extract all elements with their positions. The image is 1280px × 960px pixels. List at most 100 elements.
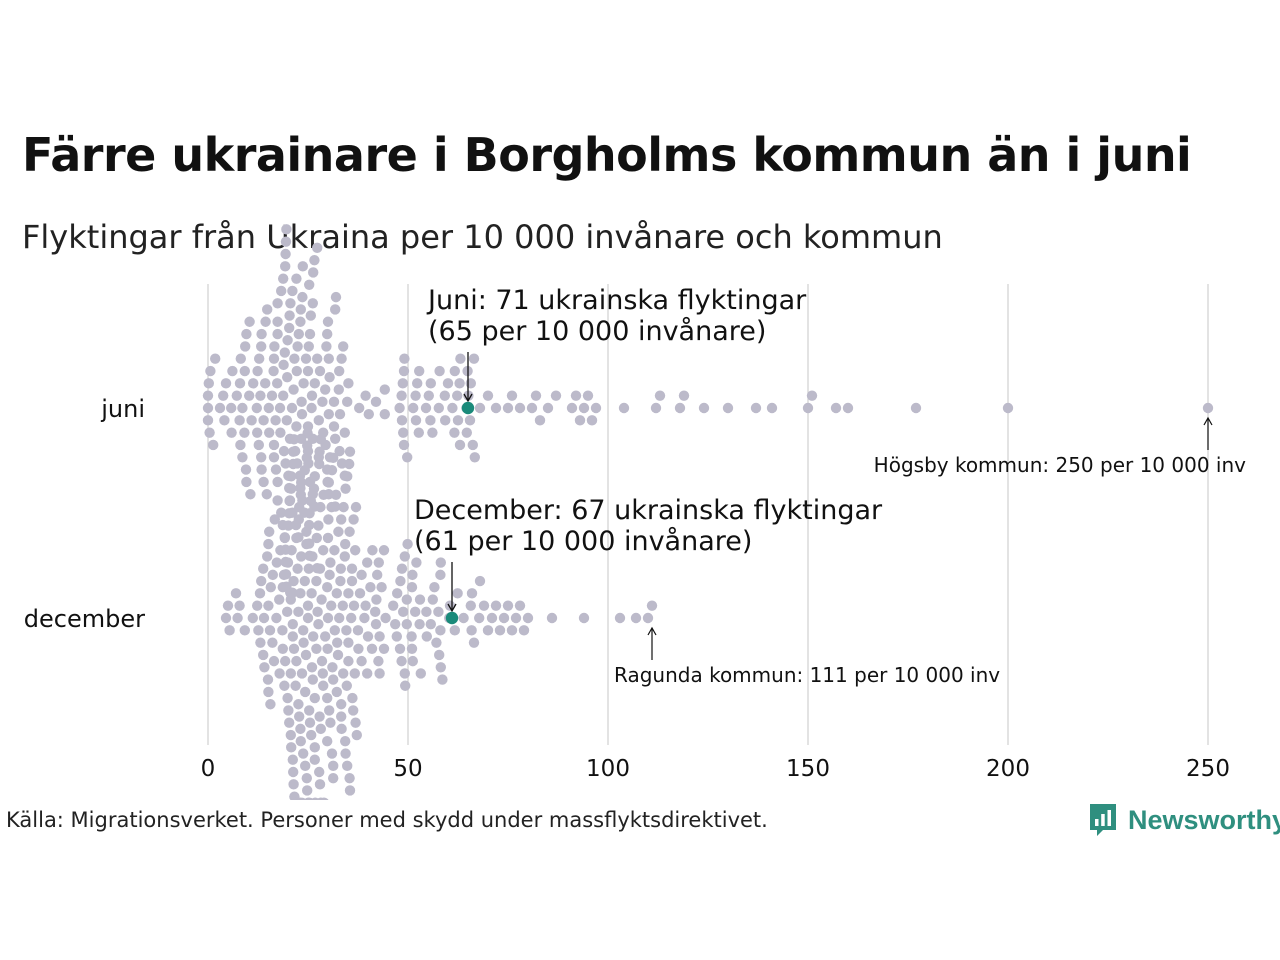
- data-point: [614, 612, 626, 624]
- data-point: [374, 631, 385, 642]
- data-point: [227, 365, 238, 377]
- data-point: [642, 612, 654, 624]
- data-point: [465, 378, 476, 389]
- data-point: [468, 637, 480, 648]
- data-point: [295, 588, 306, 599]
- data-point: [309, 254, 320, 266]
- data-point: [248, 378, 259, 389]
- data-point: [304, 705, 315, 716]
- data-point: [458, 612, 469, 624]
- data-point: [302, 600, 314, 611]
- data-point: [398, 427, 409, 438]
- data-point: [285, 668, 296, 679]
- data-point: [514, 600, 526, 611]
- data-point: [302, 440, 313, 451]
- data-point: [434, 649, 445, 661]
- data-point: [325, 717, 336, 728]
- data-point: [328, 772, 339, 784]
- data-point: [297, 261, 308, 272]
- data-point: [208, 439, 219, 451]
- data-point: [239, 427, 250, 438]
- data-point: [331, 588, 342, 599]
- data-point: [296, 668, 308, 679]
- data-point: [311, 643, 322, 654]
- data-point: [340, 748, 351, 759]
- beeswarm-chart: 0 50 100 150 200 250 juni Juni: 71 ukrainska fl…: [24, 224, 1246, 800]
- data-point: [318, 545, 329, 556]
- data-point: [303, 341, 314, 352]
- data-point: [370, 396, 382, 408]
- data-point: [449, 625, 460, 636]
- data-point: [272, 378, 283, 389]
- data-point: [534, 415, 546, 426]
- data-point: [353, 643, 364, 654]
- data-point: [296, 408, 308, 420]
- data-point: [350, 501, 362, 513]
- data-point: [226, 427, 237, 438]
- data-point: [269, 341, 280, 352]
- data-point: [343, 637, 354, 648]
- data-point: [486, 612, 498, 624]
- data-point: [298, 748, 309, 759]
- data-point: [343, 378, 354, 389]
- data-point: [490, 600, 502, 611]
- data-point: [344, 446, 356, 457]
- data-point: [254, 353, 265, 364]
- data-point: [578, 612, 590, 624]
- data-point: [309, 754, 320, 765]
- data-point: [281, 415, 292, 426]
- data-point: [421, 606, 432, 618]
- data-point: [427, 594, 438, 605]
- data-point: [425, 618, 436, 630]
- data-point: [722, 402, 734, 414]
- data-point: [302, 428, 313, 439]
- data-point: [380, 612, 391, 624]
- data-point: [218, 390, 229, 401]
- data-point: [282, 606, 293, 618]
- data-point: [360, 600, 371, 611]
- data-point: [302, 612, 314, 624]
- data-point: [526, 402, 538, 414]
- data-point: [434, 365, 445, 377]
- data-point: [264, 427, 275, 438]
- data-point: [314, 446, 325, 457]
- data-point: [235, 439, 246, 451]
- data-point: [506, 390, 518, 401]
- data-point: [241, 328, 252, 340]
- data-point: [322, 692, 333, 704]
- data-point: [330, 489, 342, 500]
- data-point: [258, 415, 269, 426]
- data-point: [396, 390, 407, 401]
- data-point: [298, 625, 309, 636]
- data-point: [313, 618, 324, 630]
- data-point: [359, 612, 370, 624]
- data-point: [307, 551, 318, 562]
- data-point: [423, 390, 434, 401]
- data-point: [465, 600, 476, 611]
- data-point: [288, 446, 299, 457]
- data-point: [202, 390, 214, 401]
- highlight-label: (61 per 10 000 invånare): [414, 526, 752, 557]
- data-point: [282, 692, 293, 704]
- data-point: [328, 421, 340, 432]
- data-point: [326, 748, 338, 759]
- highlight-label: Juni: 71 ukrainska flyktingar: [426, 285, 807, 316]
- data-point: [288, 779, 299, 790]
- data-point: [414, 594, 426, 605]
- data-point: [342, 396, 353, 408]
- data-point: [267, 637, 278, 648]
- data-point: [506, 625, 518, 636]
- data-point: [333, 526, 344, 537]
- data-point: [301, 452, 312, 464]
- data-point: [203, 378, 214, 389]
- highlight-arrowhead: [447, 603, 457, 613]
- data-point: [348, 514, 359, 525]
- data-point: [260, 378, 271, 389]
- data-point: [414, 365, 425, 377]
- data-point: [542, 402, 554, 414]
- data-point: [275, 545, 286, 556]
- data-point: [295, 489, 306, 500]
- data-point: [204, 427, 215, 438]
- data-point: [326, 600, 337, 611]
- data-point: [371, 594, 382, 605]
